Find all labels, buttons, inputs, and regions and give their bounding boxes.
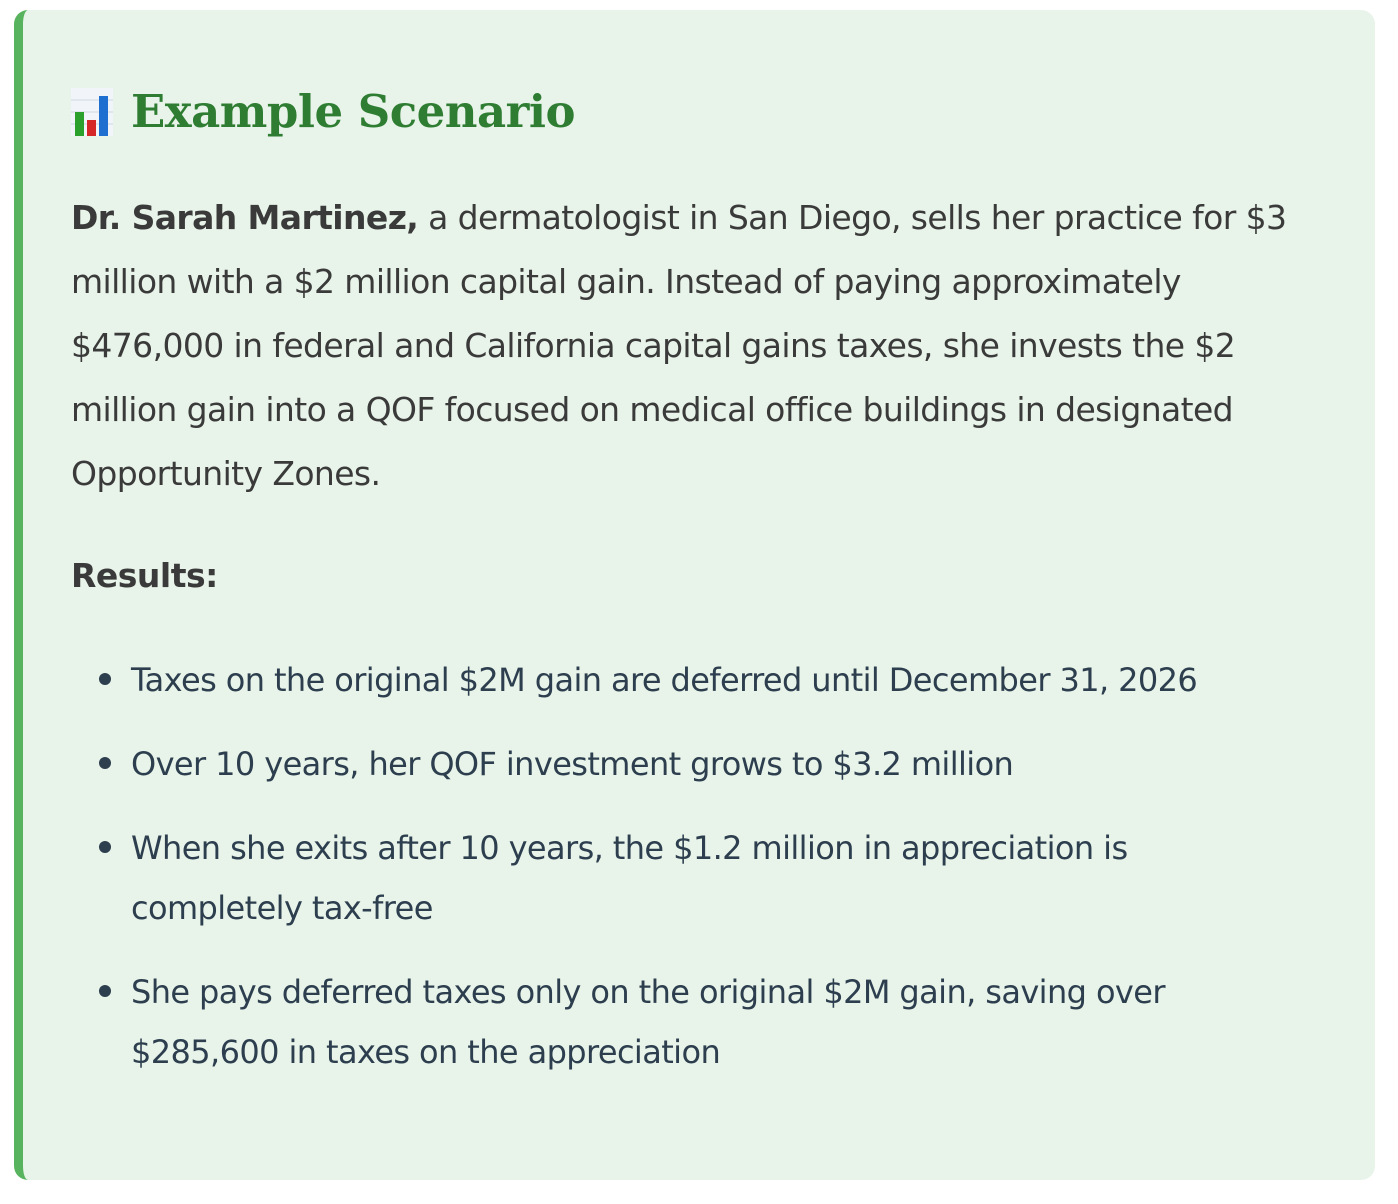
list-item: She pays deferred taxes only on the orig… — [71, 962, 1271, 1082]
scenario-description: a dermatologist in San Diego, sells her … — [71, 198, 1287, 493]
result-text: Taxes on the original $2M gain are defer… — [131, 661, 1198, 699]
bullet-icon — [99, 757, 111, 769]
list-item: Taxes on the original $2M gain are defer… — [71, 650, 1271, 710]
results-label: Results: — [71, 556, 218, 595]
result-text: Over 10 years, her QOF investment grows … — [131, 745, 1014, 783]
list-item: When she exits after 10 years, the $1.2 … — [71, 818, 1271, 938]
bullet-icon — [99, 985, 111, 997]
client-name: Dr. Sarah Martinez, — [71, 198, 419, 237]
result-text: She pays deferred taxes only on the orig… — [131, 973, 1166, 1071]
card-header: Example Scenario — [71, 82, 575, 142]
result-text: When she exits after 10 years, the $1.2 … — [131, 829, 1128, 927]
bullet-icon — [99, 841, 111, 853]
example-scenario-card — [14, 10, 1375, 1180]
scenario-intro: Dr. Sarah Martinez, a dermatologist in S… — [71, 186, 1301, 506]
results-list: Taxes on the original $2M gain are defer… — [71, 650, 1271, 1106]
list-item: Over 10 years, her QOF investment grows … — [71, 734, 1271, 794]
bullet-icon — [99, 673, 111, 685]
bar-chart-icon — [71, 88, 113, 136]
card-title: Example Scenario — [131, 85, 575, 138]
